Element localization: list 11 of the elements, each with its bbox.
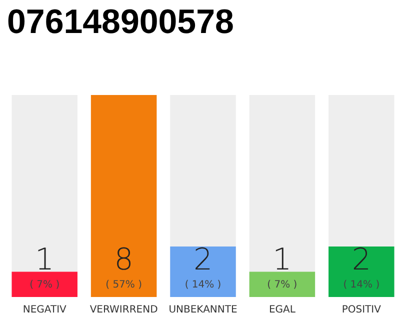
x-tick-label: EGAL [268, 304, 296, 316]
chart-title: 076148900578 [7, 3, 234, 41]
data-label: 8 ( 57% ) [106, 242, 142, 290]
x-tick-label: VERWIRREND [90, 304, 158, 316]
data-label: 1 ( 7% ) [30, 242, 60, 290]
data-label: 2 ( 14% ) [343, 242, 380, 290]
data-label: 1 ( 7% ) [267, 242, 298, 290]
data-label: 2 ( 14% ) [184, 242, 222, 290]
x-tick-label: NEGATIV [22, 304, 67, 316]
x-tick-label: POSITIV [342, 304, 382, 316]
x-tick-label: UNBEKANNTE [168, 304, 238, 316]
